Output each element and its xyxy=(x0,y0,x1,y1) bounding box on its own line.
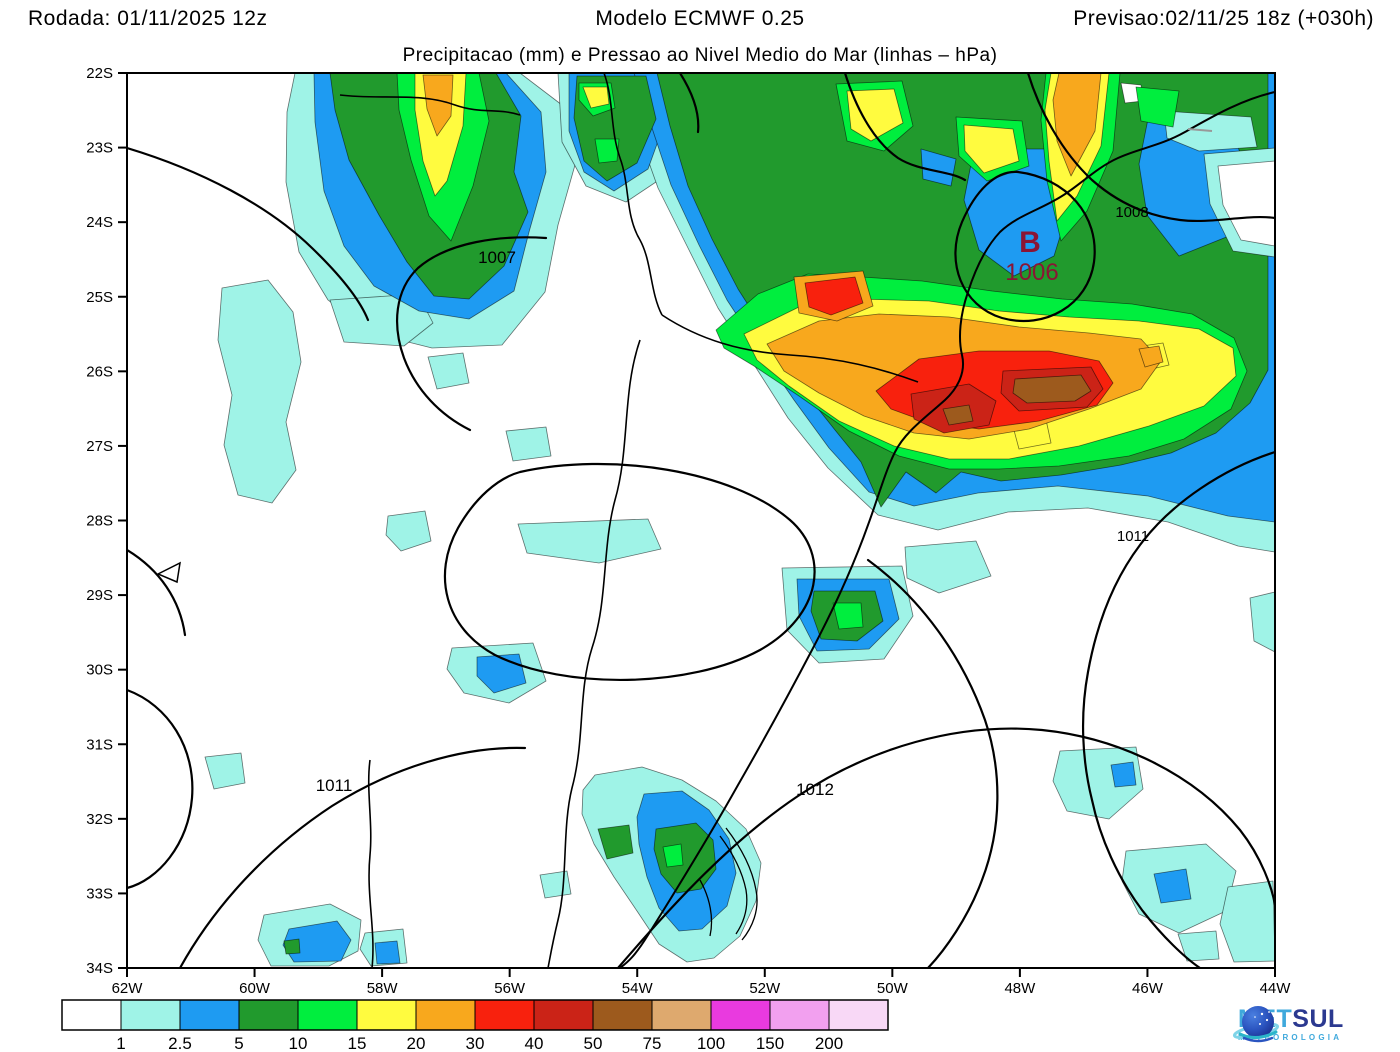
lon-tick-label: 58W xyxy=(367,980,399,997)
lat-tick-label: 22S xyxy=(86,65,113,82)
colorbar-swatch xyxy=(297,999,358,1031)
logo-subtitle: METEOROLOGIA xyxy=(1238,1032,1343,1042)
lat-tick-label: 33S xyxy=(86,885,113,902)
colorbar-swatch xyxy=(238,999,299,1031)
colorbar-label: 1 xyxy=(116,1034,125,1052)
precipitation-shading xyxy=(204,73,1275,967)
colorbar-label: 200 xyxy=(815,1034,843,1052)
colorbar-swatch xyxy=(710,999,771,1031)
coastline-borders xyxy=(339,73,1275,968)
lon-tick-label: 48W xyxy=(1004,980,1036,997)
pressure-label: 1011 xyxy=(316,776,353,795)
colorbar-swatch xyxy=(651,999,712,1031)
lon-tick-label: 56W xyxy=(494,980,526,997)
colorbar-swatch xyxy=(474,999,535,1031)
metsul-logo: METSUL METEOROLOGIA xyxy=(1232,998,1392,1050)
colorbar-swatch xyxy=(356,999,417,1031)
colorbar-label: 40 xyxy=(525,1034,544,1052)
pressure-label: B xyxy=(1019,226,1041,259)
lon-tick-label: 52W xyxy=(749,980,781,997)
lon-tick-label: 50W xyxy=(877,980,909,997)
latitude-axis: 22S 23S 24S 25S 26S 27S 28S 29S 30S 31S 32S 33S 34S xyxy=(86,65,127,977)
colorbar-label: 100 xyxy=(697,1034,725,1052)
pressure-label: 1008 xyxy=(1115,204,1148,221)
lat-tick-label: 23S xyxy=(86,140,113,157)
lon-tick-label: 62W xyxy=(112,980,144,997)
colorbar-label: 50 xyxy=(584,1034,603,1052)
colorbar-swatch xyxy=(120,999,181,1031)
pressure-label: 1007 xyxy=(478,248,516,267)
colorbar-label: 15 xyxy=(348,1034,367,1052)
lat-tick-label: 32S xyxy=(86,811,113,828)
lat-tick-label: 29S xyxy=(86,587,113,604)
lat-tick-label: 25S xyxy=(86,289,113,306)
lat-tick-label: 27S xyxy=(86,438,113,455)
lat-tick-label: 30S xyxy=(86,662,113,679)
colorbar-label: 30 xyxy=(466,1034,485,1052)
colorbar-swatch xyxy=(533,999,594,1031)
precip-level-50mm xyxy=(942,374,1092,426)
lat-tick-label: 24S xyxy=(86,214,113,231)
lon-tick-label: 54W xyxy=(622,980,654,997)
model-name: Modelo ECMWF 0.25 xyxy=(595,7,805,30)
longitude-axis: 62W 60W 58W 56W 54W 52W 50W 48W 46W 44W xyxy=(112,968,1292,997)
pressure-label: 1006 xyxy=(1005,259,1058,286)
lat-tick-label: 34S xyxy=(86,960,113,977)
metsul-globe-icon xyxy=(1232,1006,1280,1043)
colorbar-swatch xyxy=(828,999,889,1031)
map-title: Precipitacao (mm) e Pressao ao Nivel Med… xyxy=(402,45,998,66)
lat-tick-label: 31S xyxy=(86,736,113,753)
precipitation-colorbar: 1 2.5 5 10 15 20 30 40 50 75 100 150 200 xyxy=(61,999,889,1052)
logo-sul-text: SUL xyxy=(1292,1004,1344,1033)
pressure-label: 1012 xyxy=(796,780,834,799)
colorbar-label: 20 xyxy=(407,1034,426,1052)
colorbar-label: 75 xyxy=(643,1034,662,1052)
colorbar-swatch xyxy=(592,999,653,1031)
pressure-label: 1011 xyxy=(1117,528,1149,545)
lat-tick-label: 26S xyxy=(86,363,113,380)
lat-tick-label: 28S xyxy=(86,513,113,530)
forecast-valid-time: Previsao:02/11/25 18z (+030h) xyxy=(1073,7,1374,30)
colorbar-label: 10 xyxy=(289,1034,308,1052)
colorbar-swatch xyxy=(61,999,122,1031)
colorbar-label: 150 xyxy=(756,1034,784,1052)
isobar-lines xyxy=(127,73,1275,968)
lon-tick-label: 44W xyxy=(1260,980,1292,997)
colorbar-swatch xyxy=(415,999,476,1031)
colorbar-label: 2.5 xyxy=(168,1034,192,1052)
lon-tick-label: 46W xyxy=(1132,980,1164,997)
colorbar-swatch xyxy=(179,999,240,1031)
colorbar-swatch xyxy=(769,999,830,1031)
run-timestamp: Rodada: 01/11/2025 12z xyxy=(28,7,268,30)
lon-tick-label: 60W xyxy=(239,980,271,997)
colorbar-label: 5 xyxy=(234,1034,243,1052)
